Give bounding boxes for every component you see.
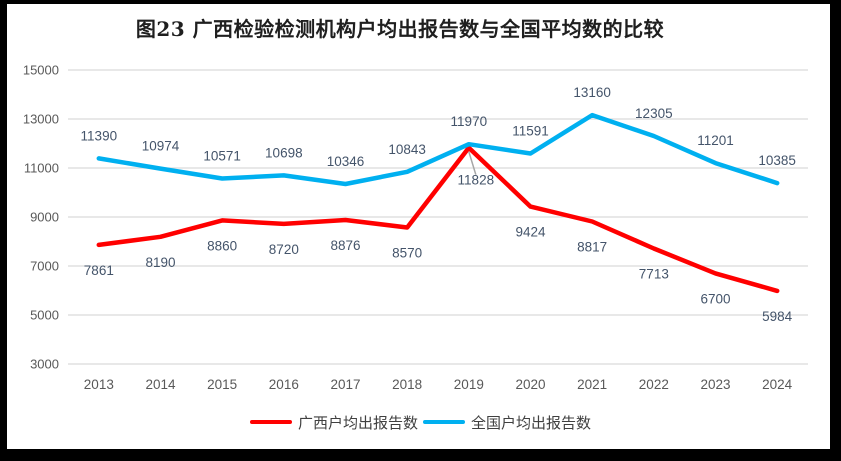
series-line-guangxi	[96, 145, 780, 294]
legend-label-national: 全国户均出报告数	[471, 414, 592, 432]
x-axis-tick-label: 2016	[269, 377, 299, 392]
y-axis-tick-label: 3000	[30, 357, 59, 372]
y-axis-tick-label: 5000	[30, 308, 59, 323]
x-axis-tick-label: 2014	[145, 377, 176, 392]
data-label-guangxi-2018: 8570	[392, 246, 422, 261]
data-label-guangxi-2014: 8190	[145, 255, 175, 270]
data-label-national-2023: 11201	[697, 133, 734, 148]
data-label-guangxi-2020: 9424	[515, 225, 546, 240]
x-axis-tick-label: 2022	[639, 377, 669, 392]
y-axis-tick-label: 7000	[30, 259, 59, 274]
y-axis-tick-label: 13000	[23, 112, 59, 127]
data-label-guangxi-2013: 7861	[84, 263, 114, 278]
x-axis-tick-label: 2017	[330, 377, 360, 392]
y-axis-tick-label: 11000	[24, 161, 59, 176]
x-axis-tick-label: 2023	[700, 377, 730, 392]
y-axis-tick-label: 15000	[23, 63, 59, 78]
x-axis-tick-label: 2024	[762, 377, 793, 392]
data-label-national-2018: 10843	[388, 142, 426, 157]
chart-area	[7, 4, 830, 449]
y-axis-tick-label: 9000	[30, 210, 59, 225]
data-label-national-2017: 10346	[327, 154, 365, 169]
x-axis-tick-label: 2020	[515, 377, 545, 392]
legend-line-swatch-blue	[423, 419, 465, 425]
x-axis-tick-label: 2013	[84, 377, 114, 392]
data-label-national-2014: 10974	[142, 139, 180, 154]
data-label-guangxi-2024: 5984	[762, 309, 793, 324]
data-label-national-2013: 11390	[81, 128, 118, 143]
x-axis-tick-label: 2018	[392, 377, 422, 392]
data-label-national-2021: 13160	[573, 85, 611, 100]
chart-legend: 广西户均出报告数 全国户均出报告数	[0, 412, 841, 432]
data-label-national-2015: 10571	[203, 149, 241, 164]
data-label-guangxi-2015: 8860	[207, 238, 237, 253]
data-label-national-2022: 12305	[635, 106, 673, 121]
data-label-guangxi-2017: 8876	[330, 238, 360, 253]
data-label-guangxi-2019: 11828	[458, 173, 495, 188]
legend-item-national: 全国户均出报告数	[423, 412, 591, 433]
series-line-national	[96, 112, 780, 187]
data-label-national-2024: 10385	[758, 153, 796, 168]
data-label-guangxi-2023: 6700	[700, 291, 730, 306]
legend-label-guangxi: 广西户均出报告数	[297, 414, 418, 432]
label-leader-line	[468, 151, 477, 175]
x-axis-tick-label: 2021	[577, 377, 607, 392]
data-label-national-2020: 11591	[512, 124, 549, 139]
chart-title: 图23 广西检验检测机构户均出报告数与全国平均数的比较	[135, 17, 665, 41]
data-label-national-2019: 11970	[451, 114, 488, 129]
data-label-guangxi-2021: 8817	[577, 239, 607, 254]
data-label-guangxi-2022: 7713	[639, 267, 669, 282]
data-label-guangxi-2016: 8720	[269, 242, 299, 257]
legend-item-guangxi: 广西户均出报告数	[249, 412, 418, 433]
data-label-national-2016: 10698	[265, 145, 303, 160]
legend-line-swatch-red	[249, 419, 292, 425]
x-axis-tick-label: 2015	[207, 377, 237, 392]
x-axis-tick-label: 2019	[454, 377, 484, 392]
